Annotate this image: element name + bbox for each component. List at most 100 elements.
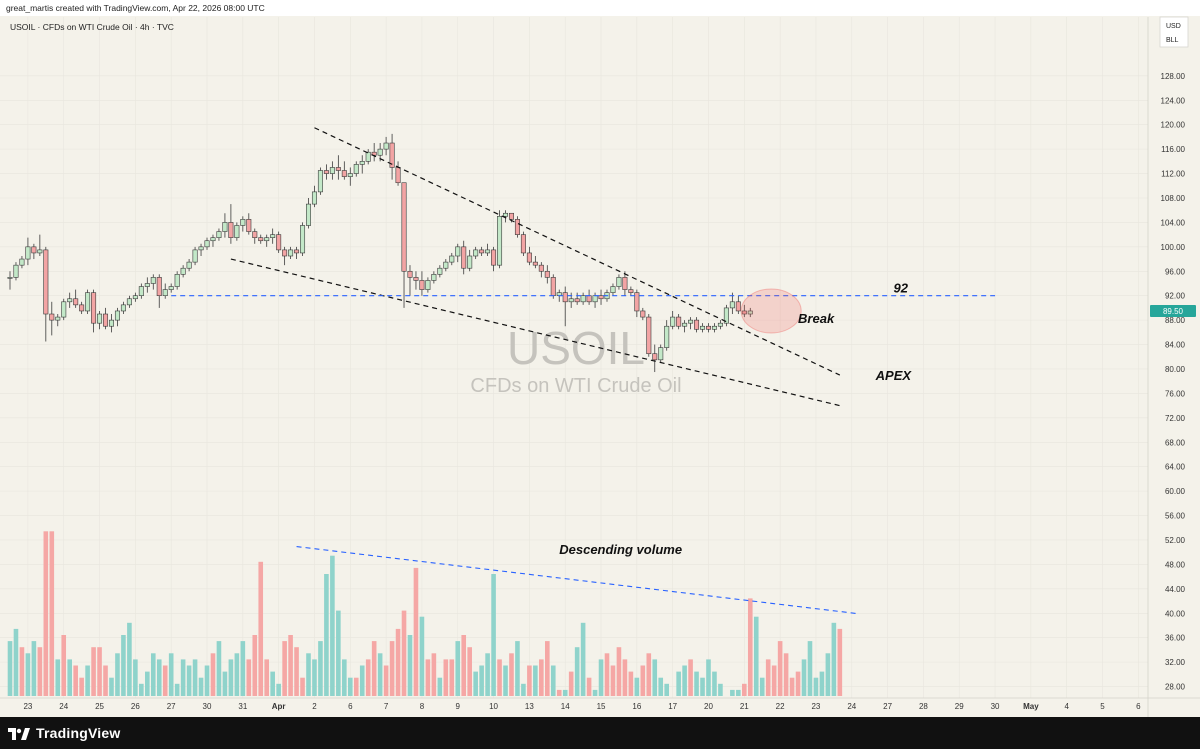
volume-bar [413, 567, 419, 696]
candle [186, 259, 192, 272]
footer-bar: TradingView [0, 717, 1200, 749]
volume-bar [616, 647, 622, 696]
volume-bar [210, 653, 216, 696]
volume-bar [736, 689, 741, 696]
current-price-label: 89.50 [1163, 307, 1184, 316]
time-tick-label: 30 [203, 702, 212, 711]
time-tick-label: 5 [1100, 702, 1105, 711]
candle-body [634, 292, 640, 312]
candle [628, 286, 634, 296]
volume-bar [753, 616, 759, 696]
volume-bar [550, 665, 556, 696]
time-tick-label: 8 [420, 702, 425, 711]
candle [365, 149, 371, 165]
candle [538, 262, 544, 278]
candle-body [347, 173, 353, 177]
volume-bar [133, 659, 138, 696]
candle [735, 295, 741, 315]
volume-bar [765, 659, 771, 696]
volume-bar [145, 671, 150, 696]
volume-bar [222, 671, 228, 696]
candle [747, 307, 753, 318]
candle [532, 256, 538, 269]
candle [741, 304, 747, 318]
price-tick-label: 96.00 [1165, 267, 1186, 276]
volume-bar [294, 647, 299, 696]
volume-bar [712, 671, 717, 696]
candle-body [700, 325, 706, 330]
volume-bar [162, 665, 168, 696]
candle-body [550, 277, 556, 296]
candle-body [43, 249, 49, 315]
time-tick-label: 21 [740, 702, 749, 711]
candle [652, 344, 658, 373]
volume-bar [264, 659, 270, 696]
price-tick-label: 68.00 [1165, 438, 1186, 447]
candle [61, 298, 67, 321]
volume-bar [825, 653, 831, 696]
break-label: Break [798, 311, 835, 326]
candle-body [711, 325, 717, 330]
candle [323, 164, 329, 180]
volume-bar [747, 598, 753, 696]
symbol-legend[interactable]: USOIL · CFDs on WTI Crude Oil · 4h · TVC [10, 22, 174, 32]
candle [676, 314, 682, 330]
volume-bar [562, 689, 568, 696]
volume-bar [640, 665, 646, 696]
volume-bar [652, 659, 658, 696]
time-tick-label: 25 [95, 702, 104, 711]
candle-body [389, 142, 395, 168]
candle [353, 161, 359, 177]
volume-bar [240, 641, 246, 696]
candle-body [580, 295, 586, 303]
volume-bar [61, 635, 67, 696]
volume-bar [473, 671, 478, 696]
candle [497, 210, 503, 269]
volume-bar [497, 659, 502, 696]
volume-bar [150, 653, 156, 696]
currency-box[interactable]: USD BLL [1159, 16, 1189, 48]
volume-bar [288, 635, 293, 696]
candle-body [491, 249, 497, 266]
volume-bar [365, 659, 371, 696]
volume-bar [306, 653, 311, 696]
candle-body [323, 170, 329, 174]
candle-body [144, 283, 150, 287]
candle-body [508, 212, 514, 220]
candle-body [473, 249, 479, 257]
tradingview-brand[interactable]: TradingView [8, 724, 120, 742]
candle-body [186, 261, 192, 269]
candle [449, 252, 455, 266]
price-tick-label: 124.00 [1161, 96, 1186, 105]
volume-bar [801, 659, 807, 696]
candle-body [682, 322, 688, 327]
volume-bar [694, 671, 699, 696]
volume-bar [533, 665, 538, 696]
candle-body [228, 222, 234, 238]
candle [210, 234, 216, 247]
price-tick-label: 44.00 [1165, 585, 1186, 594]
volume-bar [419, 616, 425, 696]
candle-body [79, 304, 85, 312]
candle-body [479, 249, 485, 254]
volume-bar [139, 683, 144, 696]
candle [562, 286, 568, 327]
candle [73, 289, 79, 308]
candle [419, 271, 425, 296]
volume-bar [389, 641, 395, 696]
price-tick-label: 104.00 [1161, 218, 1186, 227]
candle-body [126, 298, 132, 306]
tradingview-logo-icon [8, 727, 30, 740]
currency-label: USD [1166, 23, 1181, 30]
volume-bar [31, 641, 37, 696]
candle-body [717, 322, 723, 327]
candle [13, 262, 19, 281]
candle [598, 289, 604, 305]
volume-bar [819, 671, 825, 696]
candle-body [538, 264, 544, 272]
candle [31, 243, 37, 260]
candle [491, 246, 497, 272]
candle-body [204, 240, 210, 248]
candle [192, 246, 198, 266]
